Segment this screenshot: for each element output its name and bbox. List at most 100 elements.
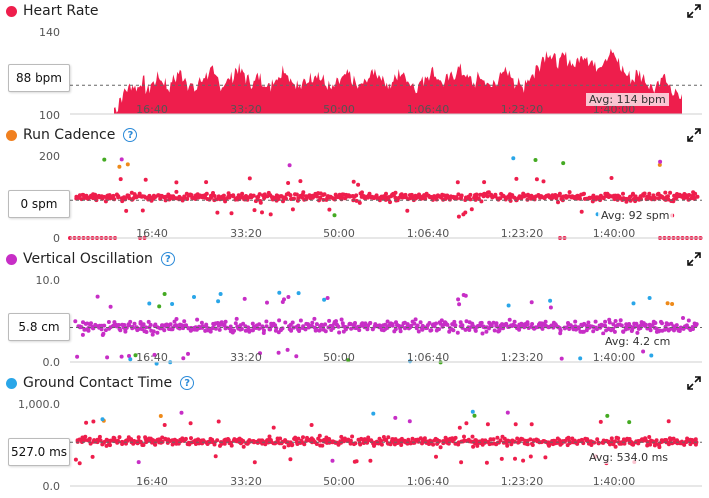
expand-icon[interactable] xyxy=(687,252,701,266)
data-point xyxy=(184,323,189,328)
data-point xyxy=(268,327,273,332)
data-point xyxy=(360,321,365,326)
data-point xyxy=(141,322,146,327)
data-point xyxy=(470,409,475,414)
data-point xyxy=(125,162,130,167)
data-point xyxy=(73,457,78,462)
heart-rate-legend-dot xyxy=(6,5,17,17)
heart-rate-chart[interactable]: 140 100 16:40 33:20 50:00 1:06:40 1:23:20 1:40:… xyxy=(0,0,709,122)
data-point xyxy=(264,324,269,329)
data-point xyxy=(647,296,652,300)
data-point xyxy=(334,319,338,324)
data-point xyxy=(183,437,188,442)
data-point xyxy=(148,322,153,327)
data-point xyxy=(77,461,82,466)
data-point xyxy=(492,328,497,333)
vertical-oscillation-average: Avg: 4.2 cm xyxy=(602,335,674,348)
data-point xyxy=(609,176,614,180)
data-point xyxy=(354,193,359,198)
data-point xyxy=(695,194,700,199)
run-cadence-chart[interactable]: 200100016:4033:2050:001:06:401:23:201:40… xyxy=(0,124,709,248)
expand-icon[interactable] xyxy=(687,4,701,18)
data-point xyxy=(273,323,278,328)
data-point xyxy=(116,323,121,327)
data-point xyxy=(525,442,530,447)
data-point xyxy=(354,198,359,203)
data-point xyxy=(138,321,143,326)
data-point xyxy=(459,193,464,198)
data-point xyxy=(294,192,299,197)
data-point xyxy=(357,200,362,205)
data-point xyxy=(591,329,596,334)
data-point xyxy=(548,298,553,303)
data-point xyxy=(557,191,562,196)
expand-icon[interactable] xyxy=(687,128,701,142)
data-point xyxy=(181,356,186,361)
data-point xyxy=(439,318,444,323)
data-point xyxy=(595,327,599,332)
data-point xyxy=(548,305,553,310)
data-point xyxy=(240,191,245,196)
data-point xyxy=(595,437,600,442)
ground-contact-time-chart[interactable]: 1,000.0500.00.016:4033:2050:001:06:401:2… xyxy=(0,372,709,498)
data-point xyxy=(629,329,634,333)
data-point xyxy=(109,438,114,443)
data-point xyxy=(598,419,603,424)
data-point xyxy=(530,443,535,447)
data-point xyxy=(434,454,438,459)
data-point xyxy=(494,321,499,326)
x-tick-label: 50:00 xyxy=(323,103,355,116)
data-point xyxy=(393,415,398,420)
expand-icon[interactable] xyxy=(687,376,701,390)
data-point xyxy=(136,435,141,440)
data-point xyxy=(578,356,583,361)
data-point xyxy=(491,437,496,442)
data-point xyxy=(648,328,653,333)
data-point xyxy=(223,319,228,324)
data-point xyxy=(579,209,584,214)
data-point xyxy=(144,325,148,330)
data-point xyxy=(515,436,520,441)
data-point xyxy=(506,303,511,308)
vertical-oscillation-chart[interactable]: 10.05.00.016:4033:2050:001:06:401:23:201… xyxy=(0,248,709,372)
data-point xyxy=(653,321,658,325)
data-point xyxy=(296,291,301,296)
run-cadence-current-value: 0 spm xyxy=(8,190,70,218)
data-point xyxy=(280,326,285,331)
data-point xyxy=(488,437,493,442)
data-point xyxy=(666,194,670,199)
y-tick-label: 0.0 xyxy=(43,356,61,369)
data-point xyxy=(323,322,328,327)
data-point xyxy=(409,323,414,328)
data-point xyxy=(657,445,662,450)
data-point xyxy=(631,301,636,306)
data-point xyxy=(529,300,534,305)
data-point xyxy=(261,331,266,335)
help-icon[interactable]: ? xyxy=(180,376,195,390)
data-point xyxy=(247,176,252,181)
data-point xyxy=(318,438,323,443)
data-point xyxy=(464,421,469,426)
data-point xyxy=(99,327,104,332)
data-point xyxy=(445,322,450,327)
data-point xyxy=(493,192,498,197)
data-point xyxy=(507,317,512,322)
data-point xyxy=(385,319,390,324)
data-point xyxy=(118,328,123,333)
data-point xyxy=(151,329,156,334)
data-point xyxy=(351,179,356,184)
data-point xyxy=(671,436,676,441)
data-point xyxy=(260,210,264,215)
x-tick-label: 1:40:00 xyxy=(593,103,635,116)
data-point xyxy=(127,354,131,358)
data-point xyxy=(647,435,652,439)
help-icon[interactable]: ? xyxy=(160,252,175,266)
data-point xyxy=(627,420,632,425)
data-point xyxy=(567,190,572,195)
data-point xyxy=(294,440,299,445)
data-point xyxy=(100,417,105,422)
data-point xyxy=(405,208,410,213)
data-point xyxy=(665,301,670,306)
data-point xyxy=(314,442,319,446)
help-icon[interactable]: ? xyxy=(123,128,138,142)
